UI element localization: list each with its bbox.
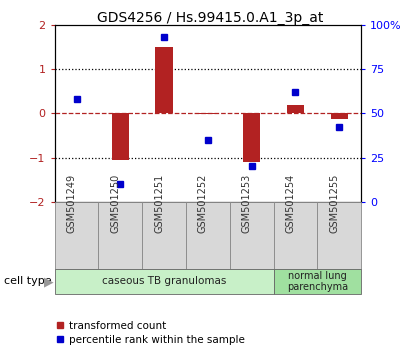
Text: GSM501253: GSM501253	[241, 174, 252, 233]
Bar	[142, 202, 186, 269]
Bar	[98, 202, 142, 269]
Bar	[331, 113, 348, 119]
Text: GSM501251: GSM501251	[154, 174, 164, 233]
Text: GSM501255: GSM501255	[329, 174, 339, 234]
Bar	[273, 269, 361, 294]
Bar	[287, 105, 304, 113]
Bar	[199, 113, 217, 114]
Bar	[155, 47, 173, 113]
Text: GSM501252: GSM501252	[198, 174, 208, 234]
Bar	[243, 113, 260, 162]
Bar	[55, 269, 273, 294]
Bar	[318, 202, 361, 269]
Text: GDS4256 / Hs.99415.0.A1_3p_at: GDS4256 / Hs.99415.0.A1_3p_at	[97, 11, 323, 25]
Text: normal lung
parenchyma: normal lung parenchyma	[287, 270, 348, 292]
Legend: transformed count, percentile rank within the sample: transformed count, percentile rank withi…	[55, 321, 245, 345]
Text: cell type: cell type	[4, 276, 52, 286]
Text: caseous TB granulomas: caseous TB granulomas	[102, 276, 226, 286]
Bar	[55, 202, 98, 269]
Bar	[186, 202, 230, 269]
Text: ▶: ▶	[44, 275, 53, 288]
Text: GSM501250: GSM501250	[110, 174, 120, 233]
Bar	[112, 113, 129, 160]
Bar	[273, 202, 318, 269]
Text: GSM501254: GSM501254	[286, 174, 296, 233]
Text: GSM501249: GSM501249	[66, 174, 76, 233]
Bar	[230, 202, 273, 269]
